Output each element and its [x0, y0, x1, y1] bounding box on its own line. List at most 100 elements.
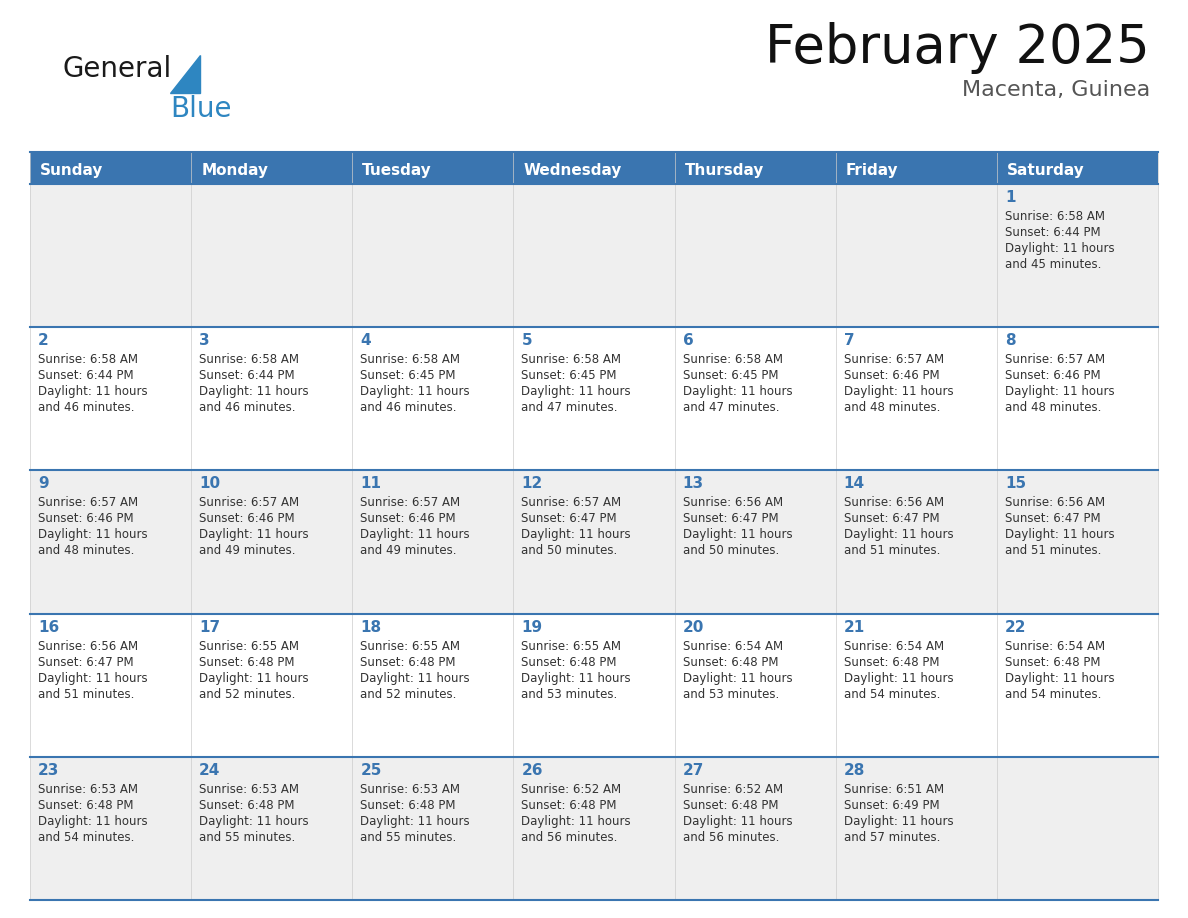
Text: Sunset: 6:44 PM: Sunset: 6:44 PM: [200, 369, 295, 382]
Bar: [997, 327, 1158, 470]
Bar: [191, 327, 353, 470]
Bar: [353, 756, 513, 900]
Bar: [513, 184, 675, 327]
Bar: [835, 613, 997, 756]
Text: and 56 minutes.: and 56 minutes.: [683, 831, 779, 844]
Bar: [191, 470, 353, 613]
Text: and 55 minutes.: and 55 minutes.: [360, 831, 456, 844]
Text: 7: 7: [843, 333, 854, 348]
Text: Sunrise: 6:57 AM: Sunrise: 6:57 AM: [1005, 353, 1105, 366]
Text: and 54 minutes.: and 54 minutes.: [1005, 688, 1101, 700]
Text: Sunrise: 6:57 AM: Sunrise: 6:57 AM: [360, 497, 461, 509]
Bar: [513, 756, 675, 900]
Text: 15: 15: [1005, 476, 1026, 491]
Text: Wednesday: Wednesday: [524, 162, 621, 177]
Text: 22: 22: [1005, 620, 1026, 634]
Text: Daylight: 11 hours: Daylight: 11 hours: [1005, 386, 1114, 398]
Text: Sunrise: 6:52 AM: Sunrise: 6:52 AM: [522, 783, 621, 796]
Bar: [513, 152, 675, 184]
Text: and 48 minutes.: and 48 minutes.: [1005, 401, 1101, 414]
Bar: [353, 613, 513, 756]
Text: 13: 13: [683, 476, 703, 491]
Text: Sunrise: 6:53 AM: Sunrise: 6:53 AM: [38, 783, 138, 796]
Text: Sunrise: 6:58 AM: Sunrise: 6:58 AM: [683, 353, 783, 366]
Text: Monday: Monday: [201, 162, 268, 177]
Text: Daylight: 11 hours: Daylight: 11 hours: [38, 529, 147, 542]
Text: 12: 12: [522, 476, 543, 491]
Text: Sunrise: 6:56 AM: Sunrise: 6:56 AM: [843, 497, 943, 509]
Text: 16: 16: [38, 620, 59, 634]
Text: Sunrise: 6:53 AM: Sunrise: 6:53 AM: [360, 783, 460, 796]
Text: Daylight: 11 hours: Daylight: 11 hours: [200, 529, 309, 542]
Bar: [675, 613, 835, 756]
Polygon shape: [170, 55, 200, 93]
Bar: [353, 327, 513, 470]
Text: 17: 17: [200, 620, 220, 634]
Text: 8: 8: [1005, 333, 1016, 348]
Text: February 2025: February 2025: [765, 22, 1150, 74]
Text: Sunrise: 6:54 AM: Sunrise: 6:54 AM: [683, 640, 783, 653]
Text: Sunset: 6:46 PM: Sunset: 6:46 PM: [360, 512, 456, 525]
Text: Sunset: 6:47 PM: Sunset: 6:47 PM: [1005, 512, 1100, 525]
Bar: [30, 327, 191, 470]
Text: and 47 minutes.: and 47 minutes.: [522, 401, 618, 414]
Text: Sunset: 6:48 PM: Sunset: 6:48 PM: [200, 655, 295, 668]
Text: Sunrise: 6:55 AM: Sunrise: 6:55 AM: [360, 640, 460, 653]
Text: 24: 24: [200, 763, 221, 778]
Text: 26: 26: [522, 763, 543, 778]
Text: and 53 minutes.: and 53 minutes.: [683, 688, 779, 700]
Bar: [191, 184, 353, 327]
Text: Daylight: 11 hours: Daylight: 11 hours: [843, 672, 953, 685]
Bar: [353, 184, 513, 327]
Text: 25: 25: [360, 763, 381, 778]
Text: and 51 minutes.: and 51 minutes.: [38, 688, 134, 700]
Text: Sunday: Sunday: [40, 162, 103, 177]
Text: Sunrise: 6:54 AM: Sunrise: 6:54 AM: [1005, 640, 1105, 653]
Bar: [835, 152, 997, 184]
Bar: [30, 756, 191, 900]
Text: Daylight: 11 hours: Daylight: 11 hours: [843, 386, 953, 398]
Text: and 50 minutes.: and 50 minutes.: [683, 544, 779, 557]
Text: Macenta, Guinea: Macenta, Guinea: [962, 80, 1150, 100]
Text: and 55 minutes.: and 55 minutes.: [200, 831, 296, 844]
Text: 11: 11: [360, 476, 381, 491]
Bar: [353, 470, 513, 613]
Bar: [997, 756, 1158, 900]
Bar: [513, 470, 675, 613]
Text: Daylight: 11 hours: Daylight: 11 hours: [360, 529, 470, 542]
Bar: [835, 756, 997, 900]
Bar: [191, 613, 353, 756]
Text: Sunset: 6:44 PM: Sunset: 6:44 PM: [38, 369, 133, 382]
Text: Daylight: 11 hours: Daylight: 11 hours: [843, 529, 953, 542]
Text: Sunset: 6:48 PM: Sunset: 6:48 PM: [200, 799, 295, 812]
Text: Sunset: 6:47 PM: Sunset: 6:47 PM: [683, 512, 778, 525]
Bar: [997, 152, 1158, 184]
Text: 5: 5: [522, 333, 532, 348]
Text: and 51 minutes.: and 51 minutes.: [1005, 544, 1101, 557]
Text: Sunset: 6:48 PM: Sunset: 6:48 PM: [843, 655, 940, 668]
Text: Sunset: 6:47 PM: Sunset: 6:47 PM: [522, 512, 617, 525]
Text: and 46 minutes.: and 46 minutes.: [38, 401, 134, 414]
Text: Sunrise: 6:57 AM: Sunrise: 6:57 AM: [843, 353, 943, 366]
Bar: [675, 470, 835, 613]
Text: and 46 minutes.: and 46 minutes.: [360, 401, 456, 414]
Text: Daylight: 11 hours: Daylight: 11 hours: [38, 672, 147, 685]
Text: Sunset: 6:45 PM: Sunset: 6:45 PM: [683, 369, 778, 382]
Text: Sunset: 6:49 PM: Sunset: 6:49 PM: [843, 799, 940, 812]
Bar: [675, 152, 835, 184]
Text: Daylight: 11 hours: Daylight: 11 hours: [38, 386, 147, 398]
Text: Daylight: 11 hours: Daylight: 11 hours: [683, 672, 792, 685]
Text: and 53 minutes.: and 53 minutes.: [522, 688, 618, 700]
Text: Sunrise: 6:55 AM: Sunrise: 6:55 AM: [522, 640, 621, 653]
Text: Daylight: 11 hours: Daylight: 11 hours: [522, 386, 631, 398]
Text: 14: 14: [843, 476, 865, 491]
Text: Thursday: Thursday: [684, 162, 764, 177]
Text: 27: 27: [683, 763, 704, 778]
Bar: [835, 184, 997, 327]
Text: and 49 minutes.: and 49 minutes.: [200, 544, 296, 557]
Text: Sunrise: 6:58 AM: Sunrise: 6:58 AM: [522, 353, 621, 366]
Text: Daylight: 11 hours: Daylight: 11 hours: [360, 672, 470, 685]
Text: 4: 4: [360, 333, 371, 348]
Text: Daylight: 11 hours: Daylight: 11 hours: [360, 386, 470, 398]
Text: and 52 minutes.: and 52 minutes.: [360, 688, 456, 700]
